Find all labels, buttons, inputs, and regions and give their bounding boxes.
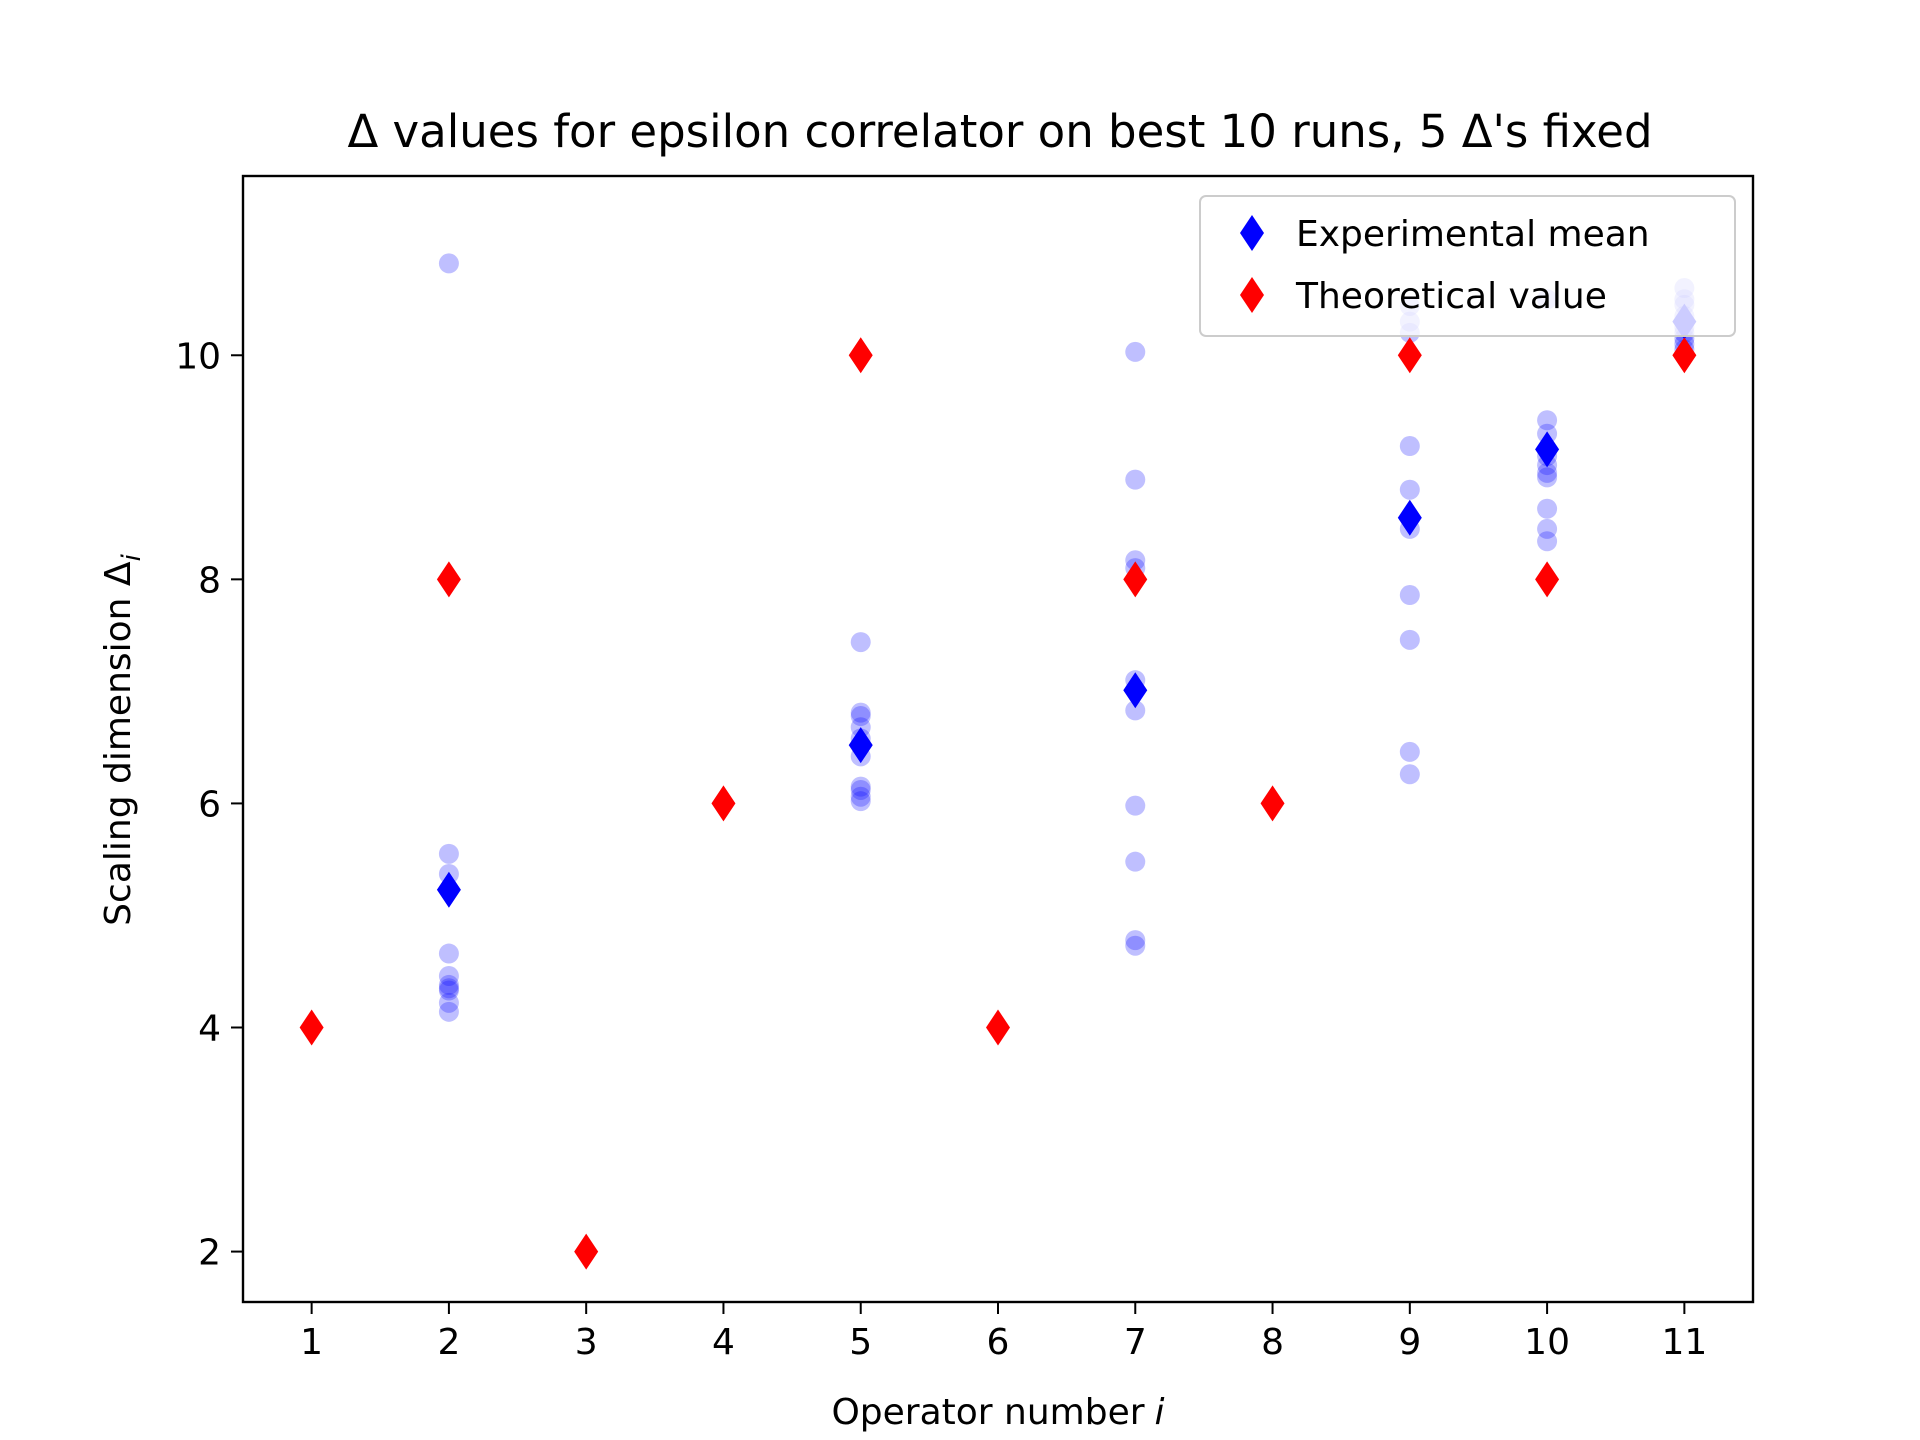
theoretical-value-marker xyxy=(299,1009,324,1046)
run-point xyxy=(1125,550,1146,571)
run-point xyxy=(850,776,871,797)
y-tick-label: 6 xyxy=(198,784,221,825)
theoretical-value-marker xyxy=(1397,337,1422,374)
run-point xyxy=(1537,462,1558,483)
experimental-mean-marker xyxy=(1397,499,1422,536)
run-point xyxy=(1125,341,1146,362)
series-layer xyxy=(299,303,1697,1270)
x-tick-label: 5 xyxy=(849,1322,872,1363)
run-point xyxy=(438,974,459,995)
experimental-mean-marker xyxy=(436,871,461,908)
run-point xyxy=(1399,436,1420,457)
theoretical-value-marker xyxy=(574,1233,599,1270)
experimental-mean-marker xyxy=(1535,431,1560,468)
x-axis-label-variable: i xyxy=(1155,1392,1165,1433)
x-tick-label: 7 xyxy=(1124,1322,1147,1363)
run-point xyxy=(850,786,871,807)
x-axis-ticks: 1 2 3 4 5 6 7 8 9 10 11 xyxy=(300,1302,1707,1363)
x-tick-label: 6 xyxy=(987,1322,1010,1363)
x-tick-label: 9 xyxy=(1398,1322,1421,1363)
run-point xyxy=(850,706,871,727)
run-point xyxy=(1125,930,1146,951)
theoretical-value-marker xyxy=(1260,785,1285,822)
y-axis-label-text: Scaling dimension Δ xyxy=(98,561,139,926)
x-tick-label: 1 xyxy=(300,1322,323,1363)
x-axis-label: Operator number i xyxy=(831,1392,1164,1433)
theoretical-value-marker xyxy=(986,1009,1010,1046)
theoretical-value-marker xyxy=(436,561,461,598)
run-point xyxy=(438,843,459,864)
run-point xyxy=(850,702,871,723)
run-point xyxy=(1125,795,1146,816)
run-point xyxy=(1399,741,1420,762)
y-tick-label: 8 xyxy=(198,560,221,601)
run-point xyxy=(438,980,459,1001)
x-tick-label: 8 xyxy=(1261,1322,1284,1363)
y-tick-label: 2 xyxy=(198,1233,221,1274)
legend-marker xyxy=(1240,277,1264,313)
chart-title: Δ values for epsilon correlator on best … xyxy=(347,105,1652,158)
run-point xyxy=(1537,518,1558,539)
y-tick-label: 10 xyxy=(175,336,221,377)
run-point xyxy=(1125,469,1146,490)
plot-area-frame xyxy=(241,174,1755,1304)
run-point xyxy=(438,992,459,1013)
run-point xyxy=(438,943,459,964)
run-points-layer xyxy=(438,253,1695,1022)
y-axis-label-subscript: i xyxy=(117,553,147,561)
theoretical-value-marker xyxy=(1535,561,1560,598)
run-point xyxy=(1399,585,1420,606)
run-point xyxy=(1399,629,1420,650)
run-point xyxy=(1125,935,1146,956)
legend-label: Theoretical value xyxy=(1295,276,1607,317)
legend-marker xyxy=(1240,215,1264,251)
run-point xyxy=(1399,764,1420,785)
run-point xyxy=(850,791,871,812)
y-axis-ticks: 2 4 6 8 10 xyxy=(175,336,243,1274)
run-point xyxy=(438,253,459,274)
run-point xyxy=(1537,498,1558,519)
experimental-mean-marker xyxy=(1123,672,1148,709)
run-point xyxy=(850,779,871,800)
theoretical-value-marker xyxy=(848,337,873,374)
run-point xyxy=(1125,851,1146,872)
x-tick-label: 4 xyxy=(712,1322,735,1363)
x-tick-label: 10 xyxy=(1524,1322,1570,1363)
legend-label: Experimental mean xyxy=(1296,214,1650,255)
theoretical-value-marker xyxy=(1123,561,1148,598)
theoretical-value-marker xyxy=(711,785,736,822)
legend: Experimental mean Theoretical value xyxy=(1199,195,1736,337)
run-point xyxy=(1125,700,1146,721)
experimental-mean-marker xyxy=(848,727,873,764)
legend-box xyxy=(1199,195,1736,337)
theoretical-value-marker xyxy=(1672,337,1697,374)
run-point xyxy=(438,978,459,999)
run-point xyxy=(438,965,459,986)
run-point xyxy=(1537,531,1558,552)
x-tick-label: 11 xyxy=(1661,1322,1707,1363)
x-axis-label-text: Operator number xyxy=(831,1392,1144,1433)
run-point xyxy=(1537,467,1558,488)
run-point xyxy=(850,632,871,653)
y-tick-label: 4 xyxy=(198,1009,221,1050)
run-point xyxy=(438,1001,459,1022)
y-axis-label: Scaling dimension Δi xyxy=(98,553,147,925)
run-point xyxy=(1537,410,1558,431)
x-tick-label: 3 xyxy=(575,1322,598,1363)
run-point xyxy=(1399,479,1420,500)
x-tick-label: 2 xyxy=(437,1322,460,1363)
